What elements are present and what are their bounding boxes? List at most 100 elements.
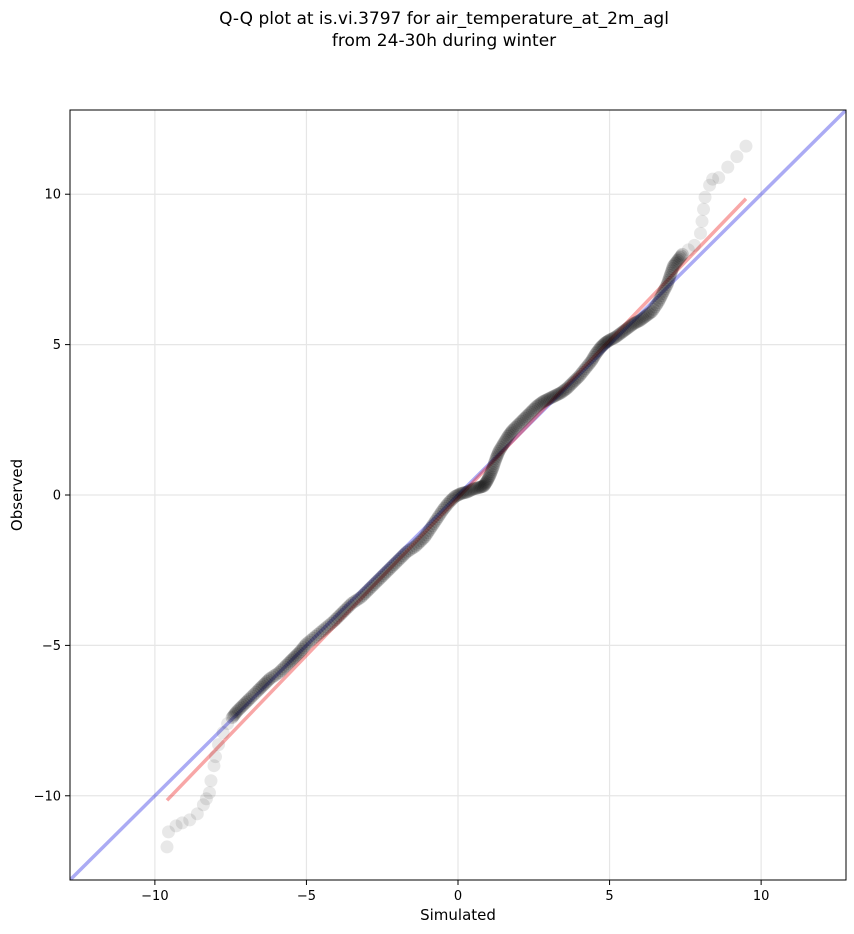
quantile-point: [660, 277, 674, 291]
quantile-point: [625, 318, 639, 332]
quantile-point: [671, 253, 685, 267]
quantile-point: [596, 338, 610, 352]
quantile-point: [572, 369, 586, 383]
quantile-point: [595, 339, 609, 353]
quantile-point: [378, 567, 392, 581]
quantile-point: [628, 316, 642, 330]
quantile-point: [610, 329, 624, 343]
quantile-point: [484, 465, 498, 479]
quantile-point: [658, 282, 672, 296]
quantile-point: [434, 505, 448, 519]
quantile-point: [562, 380, 576, 394]
quantile-point: [584, 354, 598, 368]
quantile-point: [489, 452, 503, 466]
quantile-point: [583, 356, 597, 370]
quantile-point: [387, 558, 401, 572]
quantile-point: [237, 697, 251, 711]
quantile-point: [656, 286, 670, 300]
quantile-point: [313, 626, 327, 640]
quantile-point: [358, 587, 372, 601]
quantile-point: [283, 655, 297, 669]
quantile-point: [424, 521, 438, 535]
quantile-point: [225, 711, 239, 725]
fit-line: [165, 197, 748, 802]
quantile-point: [454, 486, 468, 500]
quantile-point: [389, 556, 403, 570]
quantile-point: [721, 160, 735, 174]
y-tick-label: −10: [34, 789, 61, 804]
quantile-point: [694, 226, 707, 240]
quantile-point: [327, 614, 341, 628]
quantile-point: [539, 393, 553, 407]
quantile-point: [499, 433, 513, 447]
quantile-point: [509, 420, 523, 434]
quantile-point: [491, 446, 505, 460]
quantile-point: [399, 545, 413, 559]
chart-title-line-2: from 24-30h during winter: [331, 31, 557, 51]
quantile-point: [336, 605, 350, 619]
quantile-point: [675, 247, 689, 261]
quantile-point: [730, 150, 744, 164]
quantile-point: [443, 494, 457, 508]
quantile-point: [359, 585, 373, 599]
quantile-point: [559, 382, 573, 396]
quantile-point: [309, 629, 323, 643]
quantile-point: [674, 249, 688, 263]
chart-title-line-1: Q-Q plot at is.vi.3797 for air_temperatu…: [219, 9, 669, 29]
quantile-point: [279, 658, 293, 672]
quantile-point: [430, 512, 444, 526]
quantile-point: [648, 300, 662, 314]
quantile-point: [479, 476, 493, 490]
quantile-point: [654, 289, 668, 303]
quantile-point: [636, 311, 650, 325]
quantile-point: [456, 486, 470, 500]
quantile-point: [289, 649, 303, 663]
quantile-point: [363, 581, 377, 595]
quantile-point: [244, 691, 258, 705]
quantile-point: [640, 308, 654, 322]
quantile-point: [236, 699, 250, 713]
quantile-point: [472, 480, 486, 494]
quantile-point: [639, 309, 653, 323]
quantile-point: [687, 238, 701, 252]
quantile-point: [543, 391, 557, 405]
quantile-point: [457, 486, 471, 500]
quantile-point: [276, 662, 290, 676]
quantile-point: [568, 374, 582, 388]
quantile-point: [295, 643, 309, 657]
quantile-point: [428, 514, 442, 528]
quantile-point: [574, 367, 588, 381]
quantile-point: [278, 660, 292, 674]
quantile-point: [412, 536, 426, 550]
y-axis-ticks: −10 −5 0 5 10: [34, 188, 70, 804]
quantile-point: [332, 609, 346, 623]
quantile-point: [525, 404, 539, 418]
quantile-point: [590, 345, 604, 359]
quantile-point: [560, 381, 574, 395]
quantile-point: [466, 482, 480, 496]
quantile-point: [545, 390, 559, 404]
quantile-point: [343, 598, 357, 612]
quantile-point: [453, 487, 467, 501]
quantile-point: [518, 411, 532, 425]
quantile-point: [524, 405, 538, 419]
x-tick-label: −10: [141, 889, 168, 904]
quantile-point: [478, 478, 492, 492]
quantile-point: [592, 342, 606, 356]
quantile-point: [587, 350, 601, 364]
quantile-point: [431, 510, 445, 524]
quantile-point: [451, 488, 465, 502]
quantile-point: [493, 443, 507, 457]
quantile-point: [304, 633, 318, 647]
quantile-point: [425, 519, 439, 533]
quantile-point: [324, 616, 338, 630]
quantile-point: [477, 479, 491, 493]
quantile-point: [449, 489, 463, 503]
quantile-point: [396, 549, 410, 563]
quantile-point: [485, 463, 499, 477]
quantile-point: [471, 481, 485, 495]
quantile-point: [418, 530, 432, 544]
quantile-point: [345, 596, 359, 610]
quantile-point: [634, 312, 648, 326]
